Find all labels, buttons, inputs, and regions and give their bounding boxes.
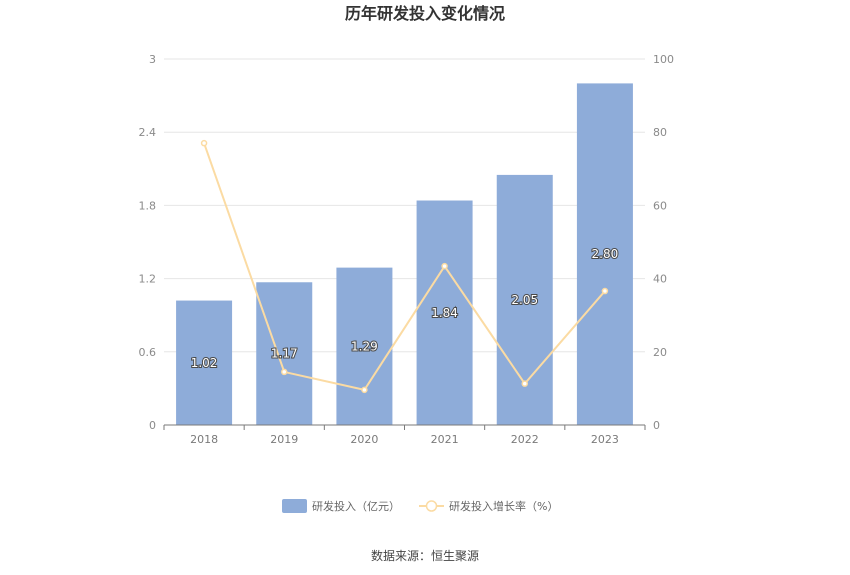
growth-line [203, 142, 606, 391]
bar-labels: 1.02 1.17 1.29 1.84 2.05 2.80 [190, 246, 620, 371]
y-left-tick-label: 1.2 [139, 273, 157, 286]
y-right-tick-label: 20 [653, 346, 667, 359]
legend-bar-label: 研发投入（亿元） [312, 499, 400, 513]
bar [336, 267, 393, 425]
legend-line-marker [425, 500, 438, 512]
bar-value-label: 2.05 [511, 293, 538, 307]
bar-series [176, 83, 633, 426]
bar-value-label: 1.84 [431, 306, 458, 320]
bar-value-label: 2.80 [592, 247, 619, 261]
y-left-tick-label: 2.4 [139, 126, 157, 139]
right-axis: 0 20 40 60 80 100 [653, 53, 674, 432]
legend-line-label: 研发投入增长率（%） [449, 499, 558, 513]
x-tick-label: 2023 [591, 433, 619, 446]
y-right-tick-label: 60 [653, 199, 667, 212]
bar-value-label: 1.29 [351, 339, 378, 353]
y-right-tick-label: 100 [653, 53, 674, 66]
grid [164, 58, 645, 353]
legend-bar-swatch [282, 499, 307, 513]
bar-value-label: 1.02 [191, 356, 218, 370]
bar [576, 83, 633, 426]
growth-point [601, 287, 609, 295]
y-left-tick-label: 0.6 [139, 346, 157, 359]
bar-value-label: 1.17 [271, 347, 298, 361]
x-tick-label: 2020 [350, 433, 378, 446]
chart-title: 历年研发投入变化情况 [345, 4, 505, 23]
growth-point [281, 368, 288, 376]
growth-point [441, 262, 448, 270]
x-tick-label: 2019 [270, 433, 298, 446]
y-left-tick-label: 0 [149, 419, 156, 432]
x-tick-label: 2018 [190, 433, 218, 446]
source-note: 数据来源：恒生聚源 [371, 548, 479, 563]
x-axis: 2018 2019 2020 2021 2022 2023 [163, 424, 646, 446]
growth-point [200, 139, 208, 147]
growth-point [521, 380, 528, 387]
bar [256, 282, 313, 425]
y-right-tick-label: 40 [653, 273, 667, 286]
y-right-tick-label: 0 [653, 419, 660, 432]
bar [176, 300, 233, 425]
left-axis: 0 0.6 1.2 1.8 2.4 3 [139, 53, 157, 432]
line-series [200, 139, 609, 394]
legend: 研发投入（亿元） 研发投入增长率（%） [282, 499, 558, 513]
x-tick-label: 2022 [511, 433, 539, 446]
bar [416, 200, 473, 425]
growth-point [361, 386, 368, 394]
y-left-tick-label: 3 [149, 53, 156, 66]
y-right-tick-label: 80 [653, 126, 667, 139]
x-tick-label: 2021 [431, 433, 459, 446]
y-left-tick-label: 1.8 [139, 199, 157, 212]
